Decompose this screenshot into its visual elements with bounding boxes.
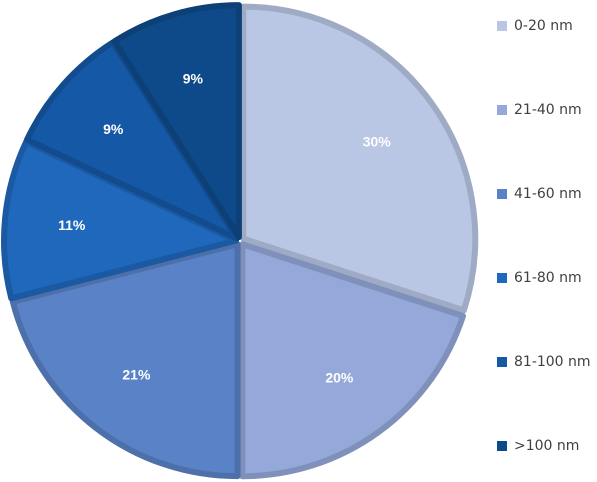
legend-swatch bbox=[497, 441, 507, 451]
pie-slice bbox=[24, 39, 240, 242]
slice-percent-label: 20% bbox=[325, 370, 354, 386]
legend-label: 81-100 nm bbox=[514, 354, 591, 370]
slice-percent-label: 9% bbox=[183, 71, 204, 87]
legend-label: 21-40 nm bbox=[514, 102, 582, 118]
pie-slice bbox=[1, 138, 240, 302]
slice-percent-label: 30% bbox=[363, 134, 392, 150]
slice-percent-label: 9% bbox=[103, 121, 124, 137]
legend-swatch bbox=[497, 105, 507, 115]
pie-slice bbox=[111, 2, 242, 241]
legend-label: 0-20 nm bbox=[514, 18, 573, 34]
legend-swatch bbox=[497, 189, 507, 199]
legend-swatch bbox=[497, 357, 507, 367]
pie-slice bbox=[239, 241, 466, 480]
slice-percent-label: 11% bbox=[58, 217, 86, 233]
pie-slice bbox=[240, 3, 479, 314]
legend-label: 61-80 nm bbox=[514, 270, 582, 286]
legend-label: >100 nm bbox=[514, 438, 580, 454]
legend-label: 41-60 nm bbox=[514, 186, 582, 202]
legend-swatch bbox=[497, 21, 507, 31]
pie-slice bbox=[9, 241, 241, 480]
slice-percent-label: 21% bbox=[122, 367, 151, 383]
legend-swatch bbox=[497, 273, 507, 283]
